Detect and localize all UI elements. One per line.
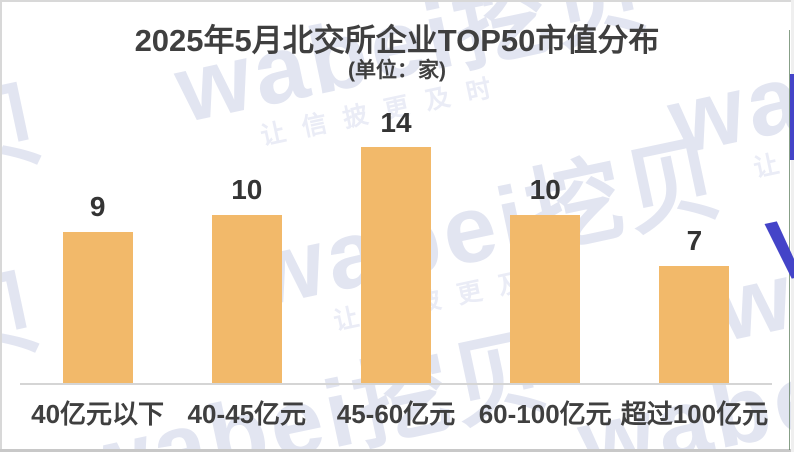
bar-group: 9 xyxy=(23,0,172,384)
bar xyxy=(361,147,431,384)
x-axis-label: 40亿元以下 xyxy=(31,399,165,429)
bar-group: 14 xyxy=(321,0,470,384)
x-axis-label: 超过100亿元 xyxy=(620,399,769,429)
bar xyxy=(659,265,730,384)
x-axis-label: 40-45亿元 xyxy=(187,399,307,429)
x-axis-line xyxy=(20,383,772,385)
chart-title: 2025年5月北交所企业TOP50市值分布 xyxy=(134,23,660,58)
bar-value-label: 7 xyxy=(686,224,703,256)
bar-group: 7 xyxy=(620,0,769,384)
x-axis-label: 60-100亿元 xyxy=(478,399,612,429)
bar xyxy=(510,215,581,384)
plot-area: 9 10 14 10 7 xyxy=(20,0,772,385)
bar-value-label: 10 xyxy=(529,174,561,206)
bar-group: 10 xyxy=(172,0,321,384)
x-axis-labels: 40亿元以下 40-45亿元 45-60亿元 60-100亿元 超过100亿元 xyxy=(23,394,769,431)
bar-value-label: 14 xyxy=(380,106,412,138)
bar-group: 10 xyxy=(471,0,620,384)
bar xyxy=(62,231,133,384)
bar xyxy=(211,215,282,384)
x-axis-label: 45-60亿元 xyxy=(336,399,456,429)
bar-value-label: 9 xyxy=(89,191,106,223)
chart-subtitle: (单位：家) xyxy=(348,59,446,82)
bar-value-label: 10 xyxy=(231,174,263,206)
